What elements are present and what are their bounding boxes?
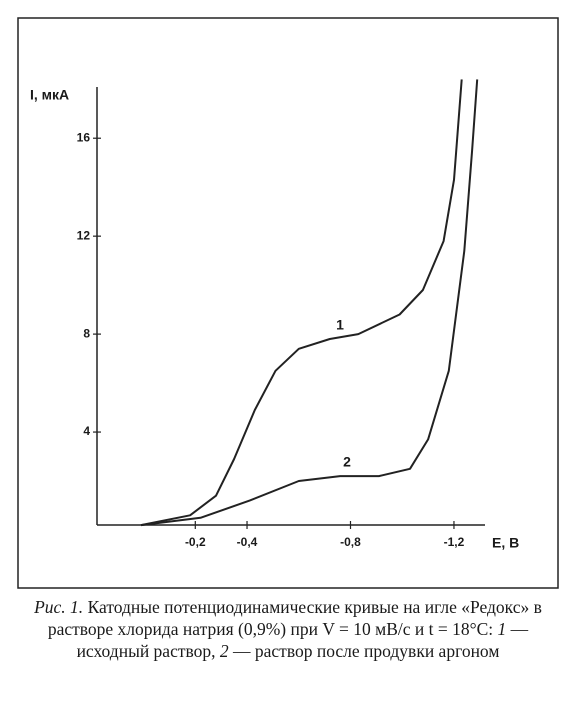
y-axis-label: I, мкА <box>30 87 69 103</box>
caption-text: 1 <box>497 619 507 639</box>
y-tick-label: 8 <box>83 326 90 340</box>
caption-text: 2 <box>219 641 229 661</box>
caption: Рис. 1. Катодные потенциодинамические кр… <box>26 596 550 662</box>
y-tick-label: 4 <box>83 424 90 438</box>
curve <box>140 79 463 527</box>
caption-text: Катодные потенциодинамические кривые на … <box>47 597 542 639</box>
caption-text: — раствор после продувки аргоном <box>228 641 500 661</box>
x-tick-label: -0,8 <box>340 535 361 549</box>
curve-label: 2 <box>343 454 351 470</box>
x-tick-label: -1,2 <box>444 535 465 549</box>
curve-label: 1 <box>336 317 344 333</box>
y-tick-label: 12 <box>77 228 91 242</box>
caption-text: Рис. 1. <box>34 597 84 617</box>
caption-text: — исходный раствор, <box>76 619 529 661</box>
frame <box>17 17 559 589</box>
x-axis-label: E, B <box>492 535 519 551</box>
x-tick-label: -0,4 <box>237 535 258 549</box>
x-tick-label: -0,2 <box>185 535 206 549</box>
curve <box>140 79 479 527</box>
y-tick-label: 16 <box>77 130 91 144</box>
